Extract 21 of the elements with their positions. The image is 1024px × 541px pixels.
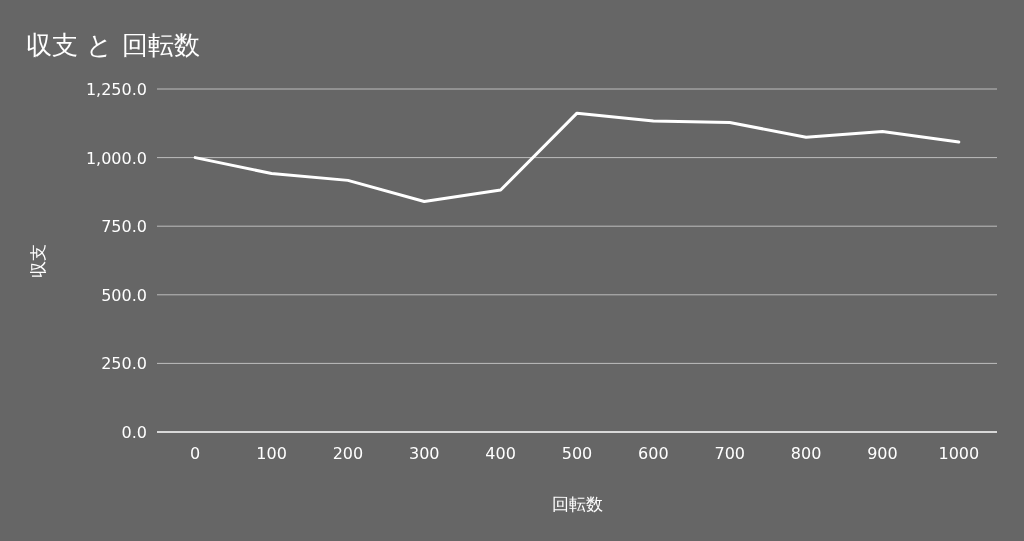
y-tick-label: 1,250.0 bbox=[85, 80, 147, 99]
y-tick-label: 750.0 bbox=[101, 217, 147, 237]
x-tick-label: 400 bbox=[485, 444, 516, 463]
x-tick-label: 1000 bbox=[938, 444, 980, 463]
y-axis-title: 収支 bbox=[28, 243, 48, 278]
x-tick-label: 300 bbox=[409, 444, 440, 463]
chart-title: 収支 と 回転数 bbox=[26, 30, 200, 60]
x-tick-label: 700 bbox=[714, 444, 745, 463]
x-tick-label: 600 bbox=[638, 444, 669, 463]
x-tick-label: 200 bbox=[332, 444, 364, 463]
y-tick-label: 1,000.0 bbox=[85, 148, 147, 168]
x-tick-label: 500 bbox=[561, 444, 593, 463]
x-tick-label: 100 bbox=[256, 444, 287, 463]
y-tick-label: 250.0 bbox=[101, 354, 147, 374]
x-tick-label: 800 bbox=[790, 444, 822, 463]
x-axis-title: 回転数 bbox=[551, 494, 603, 514]
y-tick-label: 500.0 bbox=[101, 285, 147, 305]
line-series bbox=[193, 111, 961, 203]
x-tick-label: 0 bbox=[190, 444, 201, 463]
x-tick-label: 900 bbox=[867, 444, 898, 463]
y-tick-label: 0.0 bbox=[121, 423, 147, 442]
